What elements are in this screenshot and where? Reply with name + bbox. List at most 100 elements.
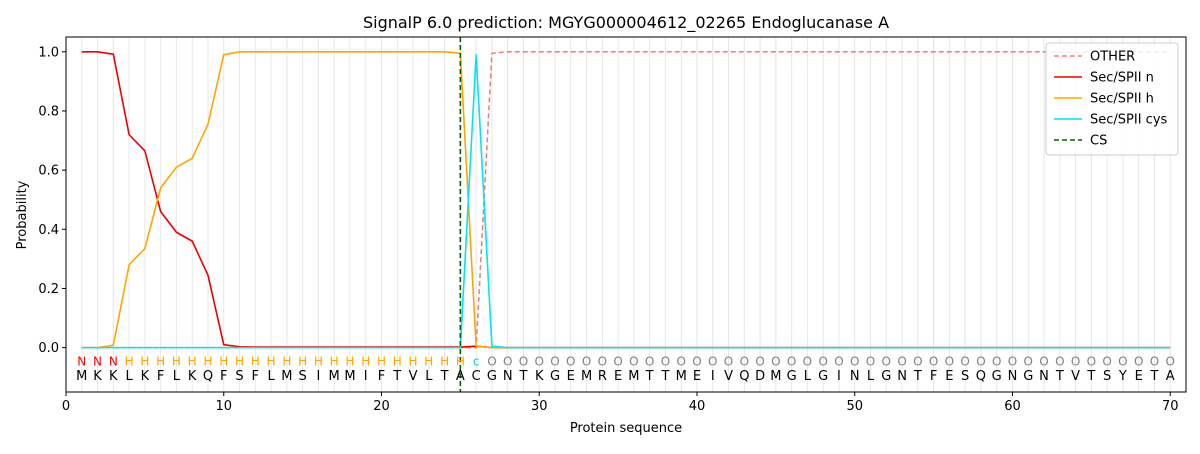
residue-letter: D — [755, 369, 765, 384]
residue-letter: K — [141, 369, 150, 384]
residue-letter: T — [1149, 369, 1158, 384]
region-label: O — [850, 354, 859, 368]
residue-letter: I — [316, 369, 320, 384]
region-label: O — [503, 354, 512, 368]
residue-letter: E — [693, 369, 701, 384]
region-label: H — [203, 354, 212, 368]
residue-letter: A — [1166, 369, 1175, 384]
y-tick-label: 0.8 — [38, 104, 59, 119]
region-label: O — [535, 354, 544, 368]
residue-letter: V — [409, 369, 418, 384]
residue-letter: K — [109, 369, 118, 384]
region-label: H — [393, 354, 402, 368]
residue-letter: V — [724, 369, 733, 384]
residue-letter: M — [676, 369, 687, 384]
y-tick-label: 0.2 — [38, 282, 59, 297]
residue-letter: I — [364, 369, 368, 384]
region-label: O — [960, 354, 969, 368]
residue-letter: T — [392, 369, 401, 384]
residue-letter: F — [252, 369, 259, 384]
region-label: O — [818, 354, 827, 368]
x-tick-label: 60 — [1004, 399, 1021, 414]
region-label: H — [282, 354, 291, 368]
region-label: O — [1039, 354, 1048, 368]
residue-letter: N — [850, 369, 860, 384]
residue-letter: L — [125, 369, 133, 384]
region-label: H — [267, 354, 276, 368]
region-label: O — [1134, 354, 1143, 368]
residue-letter: G — [487, 369, 497, 384]
legend-entry: Sec/SPII cys — [1090, 113, 1168, 128]
x-tick-label: 30 — [531, 399, 548, 414]
region-label: H — [345, 354, 354, 368]
legend: OTHER Sec/SPII n Sec/SPII h Sec/SPII cys CS — [1045, 42, 1179, 156]
residue-letter: T — [660, 369, 669, 384]
region-label: N — [93, 354, 102, 368]
residue-letter: N — [1039, 369, 1049, 384]
region-label: N — [77, 354, 86, 368]
x-tick-label: 0 — [62, 399, 70, 414]
region-label: H — [156, 354, 165, 368]
residue-letter: G — [550, 369, 560, 384]
region-label: H — [219, 354, 228, 368]
region-label: H — [377, 354, 386, 368]
axis-layer: 0 10 20 30 40 50 60 70 0.0 0.2 0.4 0.6 0.8 1.0 — [38, 45, 1178, 414]
region-label: O — [1102, 354, 1111, 368]
region-label: O — [550, 354, 559, 368]
region-label: H — [172, 354, 181, 368]
region-label: H — [314, 354, 323, 368]
residue-letter: N — [503, 369, 513, 384]
region-label: O — [945, 354, 954, 368]
residue-letter: M — [628, 369, 639, 384]
residue-letter: T — [913, 369, 922, 384]
region-label: H — [235, 354, 244, 368]
residue-letter: K — [93, 369, 102, 384]
region-label: O — [1087, 354, 1096, 368]
region-label: O — [866, 354, 875, 368]
region-label: O — [1150, 354, 1159, 368]
region-label: O — [724, 354, 733, 368]
region-label: O — [582, 354, 591, 368]
region-label: H — [424, 354, 433, 368]
region-label: O — [676, 354, 685, 368]
residue-letter: G — [881, 369, 891, 384]
region-label: H — [361, 354, 370, 368]
residue-letter: T — [440, 369, 449, 384]
region-label: O — [613, 354, 622, 368]
region-label: O — [755, 354, 764, 368]
x-axis-label: Protein sequence — [570, 421, 682, 436]
plot-frame — [65, 36, 1187, 393]
residue-letter: M — [281, 369, 292, 384]
series-line-other — [81, 50, 1171, 349]
residue-letter: G — [1023, 369, 1033, 384]
region-label: O — [629, 354, 638, 368]
residue-letter: L — [173, 369, 181, 384]
grid-layer — [81, 37, 1171, 392]
region-label: O — [566, 354, 575, 368]
residue-letter: M — [76, 369, 87, 384]
legend-entry: CS — [1090, 134, 1107, 149]
residue-letter: F — [157, 369, 164, 384]
residue-letter: S — [298, 369, 306, 384]
residue-letter: I — [837, 369, 841, 384]
residue-letter: T — [518, 369, 527, 384]
region-label: O — [519, 354, 528, 368]
residue-letter: E — [614, 369, 622, 384]
residue-letter: A — [456, 369, 465, 384]
residue-letter: N — [1008, 369, 1018, 384]
residue-letter: K — [188, 369, 197, 384]
region-label: H — [188, 354, 197, 368]
residue-letter: L — [425, 369, 433, 384]
residue-letter: T — [1055, 369, 1064, 384]
chart-title: SignalP 6.0 prediction: MGYG000004612_02… — [363, 13, 889, 33]
region-label: O — [645, 354, 654, 368]
residue-letter: G — [818, 369, 828, 384]
region-label: H — [330, 354, 339, 368]
residue-letter: I — [711, 369, 715, 384]
x-tick-label: 20 — [373, 399, 390, 414]
y-tick-label: 1.0 — [38, 45, 59, 60]
y-axis-label: Probability — [15, 180, 30, 249]
residue-letter: M — [770, 369, 781, 384]
